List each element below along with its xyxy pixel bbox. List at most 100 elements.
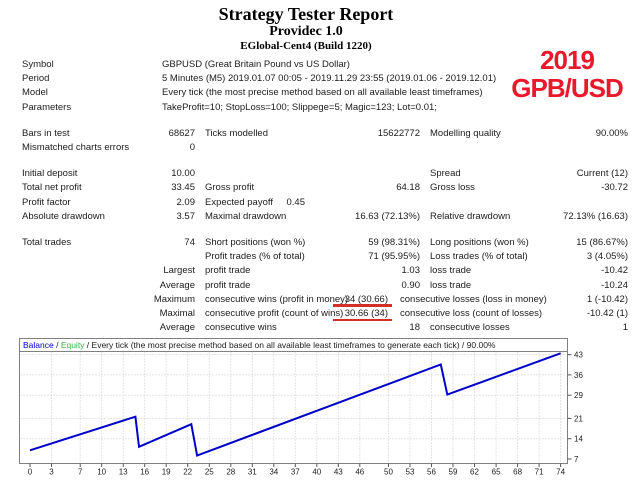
report-cell: 71 (95.95%) xyxy=(368,251,420,263)
report-cell: 16.63 (72.13%) xyxy=(355,210,420,222)
report-cell: -30.72 xyxy=(601,182,628,194)
balance-line xyxy=(29,352,561,457)
report-cell-highlighted: 34 (30.66) xyxy=(332,293,393,307)
report-cell: Period xyxy=(22,73,50,85)
report-cell: Bars in test xyxy=(22,127,70,139)
y-tick-label: 43 xyxy=(574,351,583,360)
legend-balance-label: Balance xyxy=(23,340,54,350)
annotation-year: 2019 xyxy=(540,45,595,75)
report-cell-highlighted: 30.66 (34) xyxy=(332,308,393,321)
report-row: Period 5 Minutes (M5) 2019.01.07 00:05 - … xyxy=(0,72,640,86)
report-cell: Gross profit xyxy=(205,182,255,194)
x-tick-label: 62 xyxy=(470,468,479,477)
x-tick-label: 74 xyxy=(556,468,565,477)
report-cell: consecutive losses xyxy=(430,322,510,334)
x-tick-label: 65 xyxy=(492,468,501,477)
report-row: Absolute drawdown 3.57 Maximal drawdown 16.… xyxy=(0,210,640,224)
report-cell: Absolute drawdown xyxy=(22,210,105,222)
report-cell: consecutive losses (loss in money) xyxy=(400,293,547,305)
report-cell: 68627 xyxy=(168,127,195,139)
report-cell: Model xyxy=(22,87,48,99)
report-cell: -10.42 (1) xyxy=(586,308,628,319)
report-cell: 5 Minutes (M5) 2019.01.07 00:05 - 2019.1… xyxy=(162,73,497,85)
report-cell: 1 (-10.42) xyxy=(586,293,628,305)
report-cell: consecutive wins (profit in money) xyxy=(205,293,349,305)
report-row: Average profit trade 0.90 loss trade -10.24 xyxy=(0,279,640,293)
report-cell: GBPUSD (Great Britain Pound vs US Dollar… xyxy=(162,59,350,70)
x-tick-label: 19 xyxy=(162,468,171,477)
report-cell: profit trade xyxy=(205,265,251,277)
report-cell: Loss trades (% of total) xyxy=(430,251,528,263)
report-row: Symbol GBPUSD (Great Britain Pound vs US … xyxy=(0,58,640,72)
report-cell: 0.45 xyxy=(286,196,306,208)
report-cell: -10.42 xyxy=(601,265,628,277)
report-cell: 0.90 xyxy=(401,279,421,291)
x-tick-label: 40 xyxy=(312,468,321,477)
balance-chart: 0 3 7 10 13 16 19 22 25 28 31 34 37 40 43 46 50 53 56 59 62 6… xyxy=(19,351,583,477)
ea-name: Providec 1.0 xyxy=(269,24,343,39)
x-tick-label: 3 xyxy=(49,468,54,477)
y-tick-label: 14 xyxy=(574,435,583,444)
report-header: Strategy Tester Report Providec 1.0 EGlo… xyxy=(0,4,612,53)
x-tick-label: 37 xyxy=(291,468,300,477)
report-row: Average consecutive wins 18 consecutive los… xyxy=(0,321,640,335)
legend-separator: / xyxy=(53,340,61,350)
report-cell: Gross loss xyxy=(430,182,475,194)
report-cell: loss trade xyxy=(430,279,472,291)
x-tick-label: 0 xyxy=(28,468,33,477)
x-tick-label: 22 xyxy=(183,468,192,477)
x-tick-label: 31 xyxy=(248,468,257,477)
report-cell: 33.45 xyxy=(171,182,195,194)
x-tick-label: 25 xyxy=(205,468,214,477)
report-cell: Mismatched charts errors xyxy=(22,142,130,153)
report-row: Parameters TakeProfit=10; StopLoss=100; S… xyxy=(0,101,640,115)
x-tick-label: 53 xyxy=(406,468,415,477)
report-cell: Long positions (won %) xyxy=(430,237,529,248)
report-row: Bars in test 68627 Ticks modelled 15622772 M… xyxy=(0,127,640,141)
report-cell: TakeProfit=10; StopLoss=100; Slippege=5;… xyxy=(162,101,437,113)
report-cell: Every tick (the most precise method base… xyxy=(162,87,483,99)
report-row: Mismatched charts errors 0 xyxy=(0,141,640,155)
report-cell: 1.03 xyxy=(401,265,421,277)
report-row: Total trades 74 Short positions (won %) 59 … xyxy=(0,236,640,250)
report-cell: -10.24 xyxy=(601,279,628,291)
x-tick-label: 16 xyxy=(140,468,149,477)
report-cell: consecutive profit (count of wins) xyxy=(205,308,344,319)
legend-equity-label: Equity xyxy=(60,340,85,350)
x-tick-label: 10 xyxy=(97,468,106,477)
report-cell: Symbol xyxy=(22,59,54,70)
red-annotation: 2019 GPB/USD xyxy=(494,46,640,102)
report-cell: 2.09 xyxy=(176,196,196,208)
annotation-pair: GPB/USD xyxy=(511,73,623,103)
x-tick-label: 71 xyxy=(535,468,544,477)
x-tick-label: 34 xyxy=(269,468,278,477)
x-tick-label: 56 xyxy=(427,468,436,477)
report-cell: 10.00 xyxy=(171,168,195,180)
report-cell: Maximal xyxy=(159,308,195,319)
x-tick-label: 59 xyxy=(449,468,458,477)
report-cell: consecutive loss (count of losses) xyxy=(400,308,543,319)
report-cell: Parameters xyxy=(22,101,72,113)
report-cell: 0 xyxy=(189,142,195,153)
report-cell: Largest xyxy=(163,265,195,277)
y-tick-label: 36 xyxy=(574,371,583,380)
x-tick-label: 7 xyxy=(78,468,83,477)
report-cell: Total net profit xyxy=(22,182,82,194)
legend-separator: / xyxy=(84,340,92,350)
report-cell: Modelling quality xyxy=(430,127,501,139)
legend-caption: Every tick (the most precise method base… xyxy=(91,340,496,350)
report-cell: Current (12) xyxy=(576,168,628,180)
report-cell: Expected payoff xyxy=(205,196,273,208)
report-cell: Total trades xyxy=(22,237,72,248)
report-cell: loss trade xyxy=(430,265,472,277)
report-cell: 64.18 xyxy=(396,182,420,194)
x-tick-label: 28 xyxy=(226,468,235,477)
report-row: Total net profit 33.45 Gross profit 64.18 Gr… xyxy=(0,181,640,195)
report-row: Model Every tick (the most precise method… xyxy=(0,86,640,100)
report-cell: 15622772 xyxy=(377,127,420,139)
x-tick-label: 43 xyxy=(334,468,343,477)
x-tick-label: 50 xyxy=(384,468,393,477)
report-cell: Average xyxy=(159,322,195,334)
report-row: Maximal consecutive profit (count of wins… xyxy=(0,307,640,321)
